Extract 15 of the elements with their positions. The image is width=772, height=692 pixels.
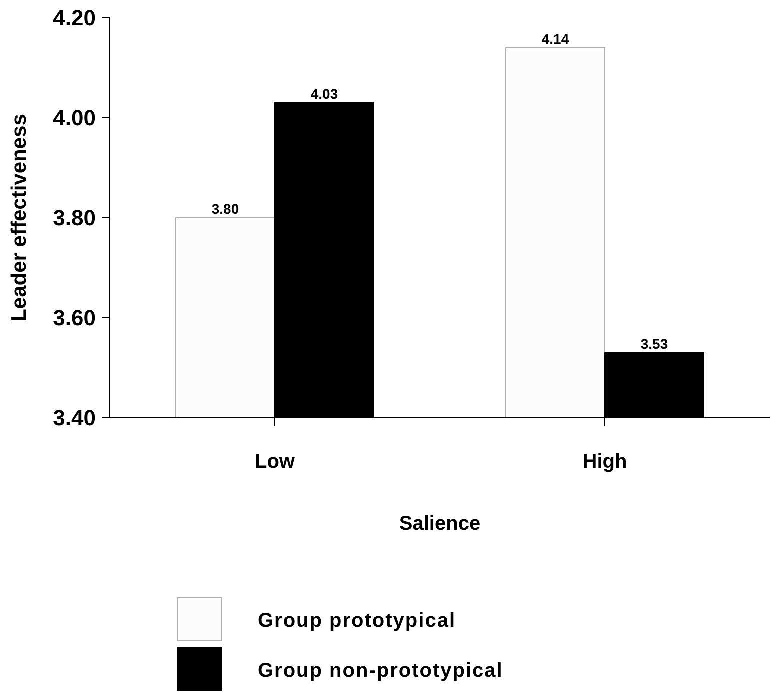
text: 3.80 xyxy=(212,201,240,217)
x-axis-title: Salience xyxy=(399,513,481,535)
legend-label: Group non-prototypical xyxy=(258,660,504,682)
y-tick-label: 3.40 xyxy=(53,406,96,431)
text: 3.53 xyxy=(640,336,668,352)
y-tick-label: 3.80 xyxy=(53,206,96,231)
x-tick-label: Low xyxy=(255,451,296,473)
x-tick-label: High xyxy=(582,451,628,473)
y-tick-label: 3.60 xyxy=(53,306,96,331)
y-axis-title: Leader effectiveness xyxy=(8,114,31,322)
text: 4.03 xyxy=(310,86,338,102)
y-tick-label: 4.00 xyxy=(53,106,96,131)
legend-label: Group prototypical xyxy=(258,610,456,632)
y-tick-label: 4.20 xyxy=(53,6,96,31)
text: 4.14 xyxy=(542,31,570,47)
